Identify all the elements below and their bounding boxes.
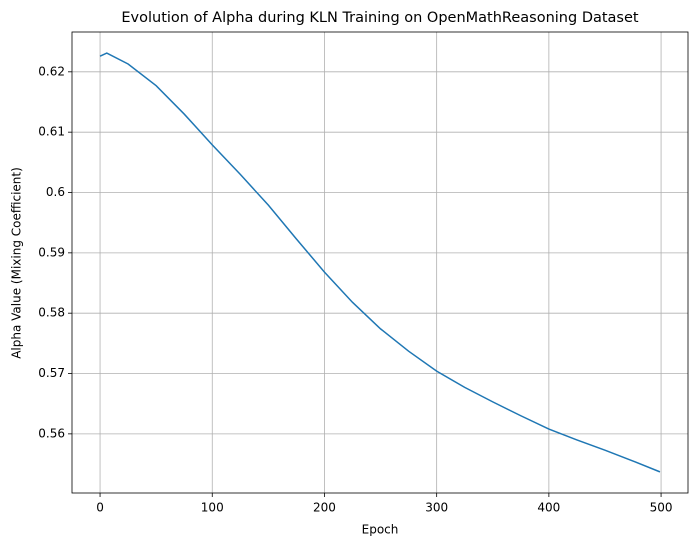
x-tick-label: 200 xyxy=(313,501,336,515)
x-tick-label: 300 xyxy=(425,501,448,515)
y-tick-label: 0.6 xyxy=(46,185,65,199)
x-tick-label: 400 xyxy=(537,501,560,515)
y-tick-label: 0.62 xyxy=(38,64,65,78)
x-tick-label: 0 xyxy=(96,501,104,515)
y-tick-label: 0.61 xyxy=(38,125,65,139)
plot-frame xyxy=(71,31,689,494)
chart-title: Evolution of Alpha during KLN Training o… xyxy=(121,10,639,26)
x-tick-label: 500 xyxy=(650,501,673,515)
y-tick-label: 0.57 xyxy=(38,366,65,380)
x-tick-label: 100 xyxy=(201,501,224,515)
x-axis-label: Epoch xyxy=(362,523,399,537)
y-axis-label: Alpha Value (Mixing Coefficient) xyxy=(10,167,24,359)
y-tick-label: 0.59 xyxy=(38,245,65,259)
data-line xyxy=(99,52,661,473)
y-tick-label: 0.58 xyxy=(38,306,65,320)
y-tick-label: 0.56 xyxy=(38,426,65,440)
